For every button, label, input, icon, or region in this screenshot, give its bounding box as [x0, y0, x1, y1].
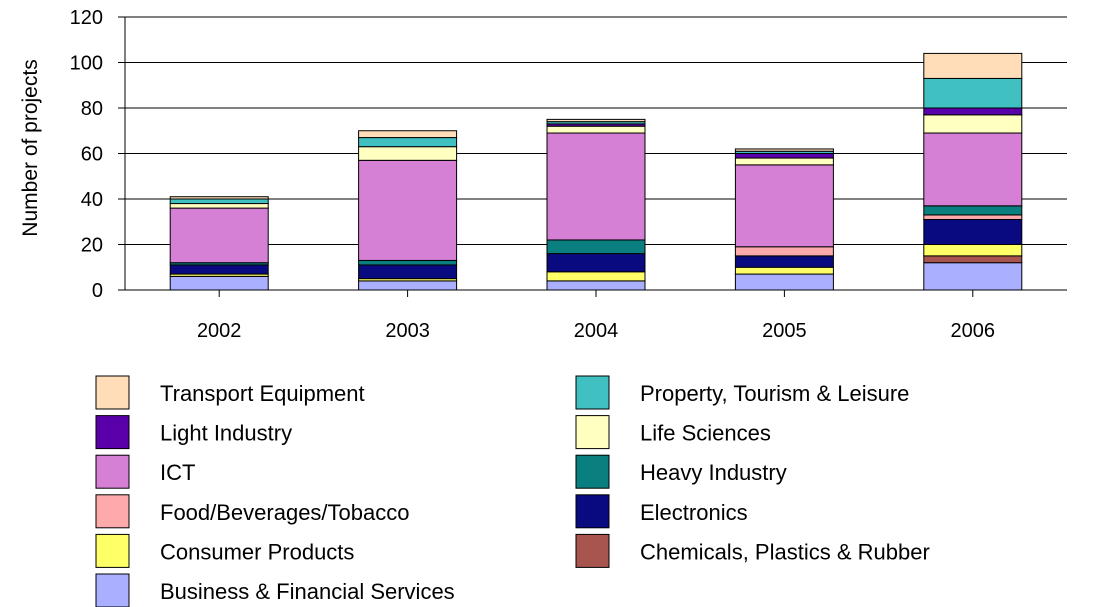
- legend-swatch-business-financial-services: [95, 573, 130, 607]
- bar-2005-consumer-products: [734, 266, 834, 275]
- legend-label-chemicals-plastics-rubber: Chemicals, Plastics & Rubber: [640, 539, 930, 564]
- bar-2006-consumer-products: [923, 244, 1023, 257]
- legend-label-business-financial-services: Business & Financial Services: [160, 579, 455, 604]
- axes: [124, 17, 1067, 291]
- bar-2005-food-beverages-tobacco: [734, 246, 834, 257]
- bar-2005-light-industry: [734, 153, 834, 159]
- bar-2003-ict: [358, 159, 458, 261]
- y-tick-label: 0: [92, 280, 103, 302]
- legend-swatch-life-sciences: [575, 415, 610, 450]
- bar-2003-business-financial-services: [358, 280, 458, 291]
- bar-2006-ict: [923, 132, 1023, 207]
- tick-labels: 0 20 40 60 80 100 120 2002 2003 2004 2005 2006: [70, 7, 995, 342]
- bar-2002-life-sciences: [169, 203, 269, 209]
- bar-2003-electronics: [358, 264, 458, 280]
- legend-label-consumer-products: Consumer Products: [160, 539, 354, 564]
- y-tick-label: 80: [81, 98, 103, 120]
- legend-swatch-transport-equipment: [95, 375, 130, 410]
- y-tick-label: 100: [70, 53, 103, 75]
- legend-swatch-food-beverages-tobacco: [95, 494, 130, 529]
- bar-2002-ict: [169, 207, 269, 264]
- legend-swatch-consumer-products: [95, 533, 130, 568]
- y-tick-label: 20: [81, 235, 103, 257]
- bar-2004-business-financial-services: [546, 280, 646, 291]
- bar-2004-heavy-industry: [546, 239, 646, 255]
- bar-2006-life-sciences: [923, 114, 1023, 134]
- bar-2002-transport-equipment: [169, 196, 269, 200]
- legend-label-heavy-industry: Heavy Industry: [640, 460, 787, 485]
- legend: Transport Equipment Property, Tourism & L…: [95, 375, 930, 607]
- legend-swatch-property-tourism-leisure: [575, 375, 610, 410]
- bar-2005-life-sciences: [734, 157, 834, 166]
- x-tick-label-2004: 2004: [574, 320, 619, 342]
- y-axis-title: Number of projects: [19, 59, 42, 236]
- legend-swatch-light-industry: [95, 415, 130, 450]
- x-tick-label-2005: 2005: [762, 320, 807, 342]
- y-tick-label: 60: [81, 144, 103, 166]
- bar-2002-property-tourism-leisure: [169, 198, 269, 205]
- legend-label-transport-equipment: Transport Equipment: [160, 381, 365, 406]
- bar-2004-transport-equipment: [546, 118, 646, 123]
- bar-2004-electronics: [546, 253, 646, 273]
- bar-2005-business-financial-services: [734, 273, 834, 291]
- legend-label-life-sciences: Life Sciences: [640, 421, 771, 446]
- legend-swatch-chemicals-plastics-rubber: [575, 533, 610, 568]
- legend-swatch-ict: [95, 454, 130, 489]
- bar-2006-heavy-industry: [923, 205, 1023, 216]
- bar-2006-business-financial-services: [923, 262, 1023, 291]
- bar-2005-electronics: [734, 255, 834, 268]
- bar-2006-electronics: [923, 218, 1023, 246]
- bar-2006-light-industry: [923, 107, 1023, 116]
- bar-2002-business-financial-services: [169, 275, 269, 291]
- x-tick-label-2006: 2006: [951, 320, 996, 342]
- legend-label-electronics: Electronics: [640, 500, 748, 525]
- bar-2004-life-sciences: [546, 125, 646, 134]
- bar-2003-transport-equipment: [358, 130, 458, 139]
- bar-2003-property-tourism-leisure: [358, 137, 458, 148]
- legend-label-food-beverages-tobacco: Food/Beverages/Tobacco: [160, 500, 410, 525]
- legend-swatch-electronics: [575, 494, 610, 529]
- legend-label-ict: ICT: [160, 460, 195, 485]
- bar-2003-life-sciences: [358, 146, 458, 161]
- legend-label-property-tourism-leisure: Property, Tourism & Leisure: [640, 381, 909, 406]
- bar-2005-transport-equipment: [734, 148, 834, 152]
- x-tick-label-2002: 2002: [197, 320, 242, 342]
- bar-2006-food-beverages-tobacco: [923, 214, 1023, 220]
- bar-2002-electronics: [169, 264, 269, 275]
- bar-2003-heavy-industry: [358, 259, 458, 266]
- bar-2006-chemicals-plastics-rubber: [923, 255, 1023, 264]
- bars: [169, 52, 1023, 291]
- bar-2005-ict: [734, 164, 834, 248]
- bar-2006-transport-equipment: [923, 52, 1023, 79]
- bar-2004-ict: [546, 132, 646, 241]
- y-tick-label: 40: [81, 189, 103, 211]
- bar-2004-consumer-products: [546, 271, 646, 282]
- legend-label-light-industry: Light Industry: [160, 421, 292, 446]
- y-tick-label: 120: [70, 7, 103, 29]
- bar-2006-property-tourism-leisure: [923, 77, 1023, 109]
- legend-swatch-heavy-industry: [575, 454, 610, 489]
- x-tick-label-2003: 2003: [385, 320, 430, 342]
